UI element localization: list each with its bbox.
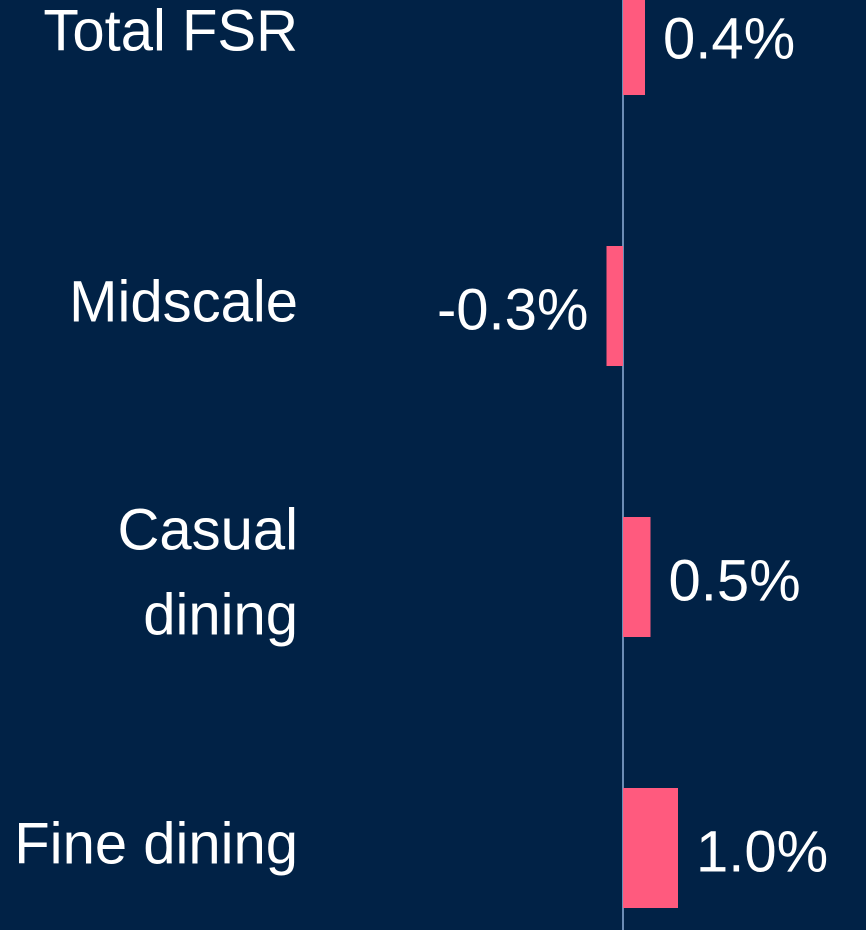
value-label: -0.3% (437, 277, 589, 342)
category-label: Midscale (69, 269, 298, 334)
category-label: Total FSR (43, 0, 298, 63)
bar (623, 788, 678, 908)
value-label: 0.4% (663, 6, 795, 71)
category-label: Casual dining (117, 498, 298, 648)
bar (606, 246, 623, 366)
bar (623, 517, 651, 637)
value-label: 0.5% (669, 548, 801, 613)
value-label: 1.0% (696, 819, 828, 884)
bar (623, 0, 645, 95)
category-label: Fine dining (14, 811, 298, 876)
